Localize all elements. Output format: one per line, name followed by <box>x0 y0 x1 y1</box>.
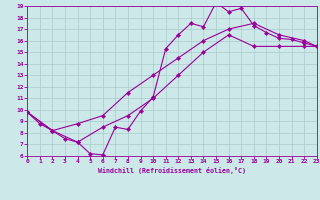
X-axis label: Windchill (Refroidissement éolien,°C): Windchill (Refroidissement éolien,°C) <box>98 167 246 174</box>
